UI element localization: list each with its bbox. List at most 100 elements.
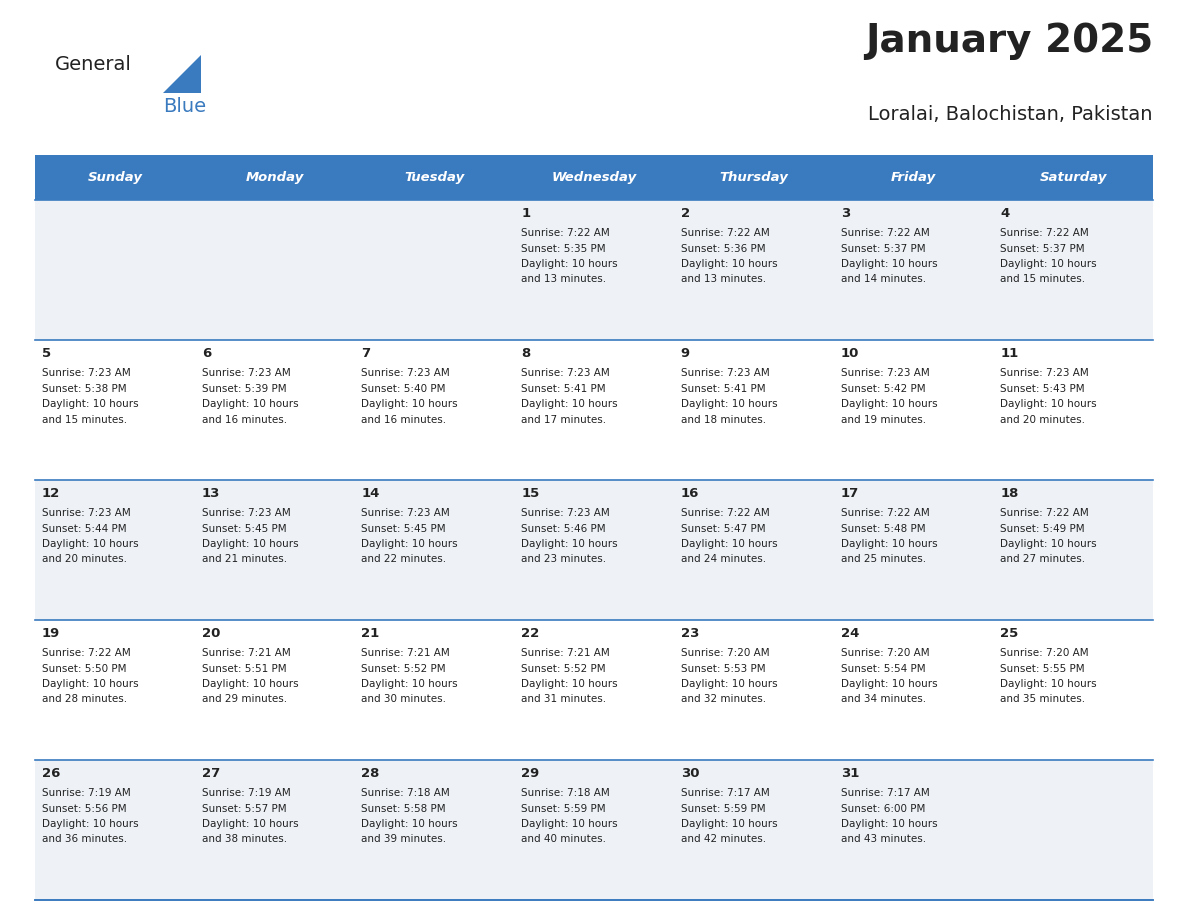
Text: Sunrise: 7:23 AM: Sunrise: 7:23 AM xyxy=(361,508,450,518)
Text: Sunset: 5:38 PM: Sunset: 5:38 PM xyxy=(42,384,127,394)
Text: Loralai, Balochistan, Pakistan: Loralai, Balochistan, Pakistan xyxy=(868,105,1154,124)
Text: Sunset: 5:41 PM: Sunset: 5:41 PM xyxy=(522,384,606,394)
Bar xyxy=(34,340,1154,480)
Text: Sunrise: 7:20 AM: Sunrise: 7:20 AM xyxy=(841,648,929,658)
Text: 5: 5 xyxy=(42,347,51,360)
Text: and 15 minutes.: and 15 minutes. xyxy=(1000,274,1086,285)
Text: Daylight: 10 hours: Daylight: 10 hours xyxy=(361,399,459,409)
Text: Sunset: 5:59 PM: Sunset: 5:59 PM xyxy=(681,803,765,813)
Text: Sunset: 5:53 PM: Sunset: 5:53 PM xyxy=(681,664,765,674)
Text: 17: 17 xyxy=(841,487,859,500)
Text: 19: 19 xyxy=(42,627,61,640)
Text: 20: 20 xyxy=(202,627,220,640)
Text: Sunrise: 7:23 AM: Sunrise: 7:23 AM xyxy=(522,508,609,518)
Text: 2: 2 xyxy=(681,207,690,220)
Text: Sunset: 5:40 PM: Sunset: 5:40 PM xyxy=(361,384,446,394)
Text: Daylight: 10 hours: Daylight: 10 hours xyxy=(681,819,777,829)
Text: and 31 minutes.: and 31 minutes. xyxy=(522,695,606,704)
Text: Sunset: 5:41 PM: Sunset: 5:41 PM xyxy=(681,384,765,394)
Text: and 24 minutes.: and 24 minutes. xyxy=(681,554,766,565)
Bar xyxy=(993,155,1154,200)
Text: Sunset: 5:45 PM: Sunset: 5:45 PM xyxy=(202,523,286,533)
Text: and 18 minutes.: and 18 minutes. xyxy=(681,415,766,424)
Text: 21: 21 xyxy=(361,627,380,640)
Text: Sunset: 5:48 PM: Sunset: 5:48 PM xyxy=(841,523,925,533)
Text: Sunset: 5:46 PM: Sunset: 5:46 PM xyxy=(522,523,606,533)
Bar xyxy=(34,200,1154,340)
Text: Sunrise: 7:22 AM: Sunrise: 7:22 AM xyxy=(522,228,609,238)
Text: Daylight: 10 hours: Daylight: 10 hours xyxy=(42,539,139,549)
Text: Sunset: 5:43 PM: Sunset: 5:43 PM xyxy=(1000,384,1085,394)
Text: Sunrise: 7:22 AM: Sunrise: 7:22 AM xyxy=(841,228,929,238)
Text: Sunset: 5:57 PM: Sunset: 5:57 PM xyxy=(202,803,286,813)
Text: Sunset: 5:39 PM: Sunset: 5:39 PM xyxy=(202,384,286,394)
Text: Sunrise: 7:22 AM: Sunrise: 7:22 AM xyxy=(1000,508,1089,518)
Text: Daylight: 10 hours: Daylight: 10 hours xyxy=(841,399,937,409)
Text: 13: 13 xyxy=(202,487,220,500)
Text: Sunset: 5:42 PM: Sunset: 5:42 PM xyxy=(841,384,925,394)
Bar xyxy=(674,155,834,200)
Text: Sunrise: 7:23 AM: Sunrise: 7:23 AM xyxy=(681,368,770,378)
Text: and 38 minutes.: and 38 minutes. xyxy=(202,834,286,845)
Text: Sunrise: 7:23 AM: Sunrise: 7:23 AM xyxy=(202,368,290,378)
Text: 6: 6 xyxy=(202,347,211,360)
Text: Blue: Blue xyxy=(163,97,207,116)
Text: and 16 minutes.: and 16 minutes. xyxy=(361,415,447,424)
Text: Sunrise: 7:23 AM: Sunrise: 7:23 AM xyxy=(1000,368,1089,378)
Text: Sunrise: 7:22 AM: Sunrise: 7:22 AM xyxy=(681,228,770,238)
Text: and 14 minutes.: and 14 minutes. xyxy=(841,274,925,285)
Text: Sunrise: 7:17 AM: Sunrise: 7:17 AM xyxy=(681,788,770,798)
Text: and 27 minutes.: and 27 minutes. xyxy=(1000,554,1086,565)
Text: Sunset: 5:49 PM: Sunset: 5:49 PM xyxy=(1000,523,1085,533)
Text: 7: 7 xyxy=(361,347,371,360)
Text: Daylight: 10 hours: Daylight: 10 hours xyxy=(681,539,777,549)
Text: 26: 26 xyxy=(42,767,61,780)
Text: Daylight: 10 hours: Daylight: 10 hours xyxy=(522,679,618,689)
Text: Sunset: 6:00 PM: Sunset: 6:00 PM xyxy=(841,803,925,813)
Text: Daylight: 10 hours: Daylight: 10 hours xyxy=(841,819,937,829)
Text: Daylight: 10 hours: Daylight: 10 hours xyxy=(42,819,139,829)
Text: 25: 25 xyxy=(1000,627,1018,640)
Text: and 17 minutes.: and 17 minutes. xyxy=(522,415,606,424)
Text: and 39 minutes.: and 39 minutes. xyxy=(361,834,447,845)
Text: Daylight: 10 hours: Daylight: 10 hours xyxy=(522,399,618,409)
Text: Daylight: 10 hours: Daylight: 10 hours xyxy=(361,819,459,829)
Text: Sunrise: 7:19 AM: Sunrise: 7:19 AM xyxy=(42,788,131,798)
Text: Daylight: 10 hours: Daylight: 10 hours xyxy=(522,819,618,829)
Text: and 22 minutes.: and 22 minutes. xyxy=(361,554,447,565)
Text: and 43 minutes.: and 43 minutes. xyxy=(841,834,925,845)
Text: Daylight: 10 hours: Daylight: 10 hours xyxy=(681,399,777,409)
Text: Sunrise: 7:18 AM: Sunrise: 7:18 AM xyxy=(361,788,450,798)
Text: Daylight: 10 hours: Daylight: 10 hours xyxy=(841,539,937,549)
Text: Sunrise: 7:23 AM: Sunrise: 7:23 AM xyxy=(42,508,131,518)
Text: 18: 18 xyxy=(1000,487,1018,500)
Text: 9: 9 xyxy=(681,347,690,360)
Bar xyxy=(834,155,993,200)
Text: Sunrise: 7:19 AM: Sunrise: 7:19 AM xyxy=(202,788,290,798)
Text: Sunset: 5:56 PM: Sunset: 5:56 PM xyxy=(42,803,127,813)
Bar xyxy=(34,155,195,200)
Text: and 42 minutes.: and 42 minutes. xyxy=(681,834,766,845)
Text: Sunset: 5:37 PM: Sunset: 5:37 PM xyxy=(841,243,925,253)
Text: General: General xyxy=(55,55,132,74)
Text: and 30 minutes.: and 30 minutes. xyxy=(361,695,447,704)
Text: Daylight: 10 hours: Daylight: 10 hours xyxy=(1000,679,1097,689)
Text: Daylight: 10 hours: Daylight: 10 hours xyxy=(1000,259,1097,269)
Text: 12: 12 xyxy=(42,487,61,500)
Text: Sunrise: 7:23 AM: Sunrise: 7:23 AM xyxy=(202,508,290,518)
Text: 27: 27 xyxy=(202,767,220,780)
Text: Sunrise: 7:21 AM: Sunrise: 7:21 AM xyxy=(361,648,450,658)
Text: Sunrise: 7:20 AM: Sunrise: 7:20 AM xyxy=(1000,648,1089,658)
Text: Sunset: 5:58 PM: Sunset: 5:58 PM xyxy=(361,803,446,813)
Text: 1: 1 xyxy=(522,207,530,220)
Text: and 16 minutes.: and 16 minutes. xyxy=(202,415,286,424)
Text: Sunrise: 7:23 AM: Sunrise: 7:23 AM xyxy=(522,368,609,378)
Text: 23: 23 xyxy=(681,627,700,640)
Text: Sunrise: 7:17 AM: Sunrise: 7:17 AM xyxy=(841,788,929,798)
Text: and 36 minutes.: and 36 minutes. xyxy=(42,834,127,845)
Text: Daylight: 10 hours: Daylight: 10 hours xyxy=(681,259,777,269)
Text: Sunset: 5:52 PM: Sunset: 5:52 PM xyxy=(361,664,446,674)
Text: Sunset: 5:59 PM: Sunset: 5:59 PM xyxy=(522,803,606,813)
Text: and 19 minutes.: and 19 minutes. xyxy=(841,415,925,424)
Text: and 13 minutes.: and 13 minutes. xyxy=(681,274,766,285)
